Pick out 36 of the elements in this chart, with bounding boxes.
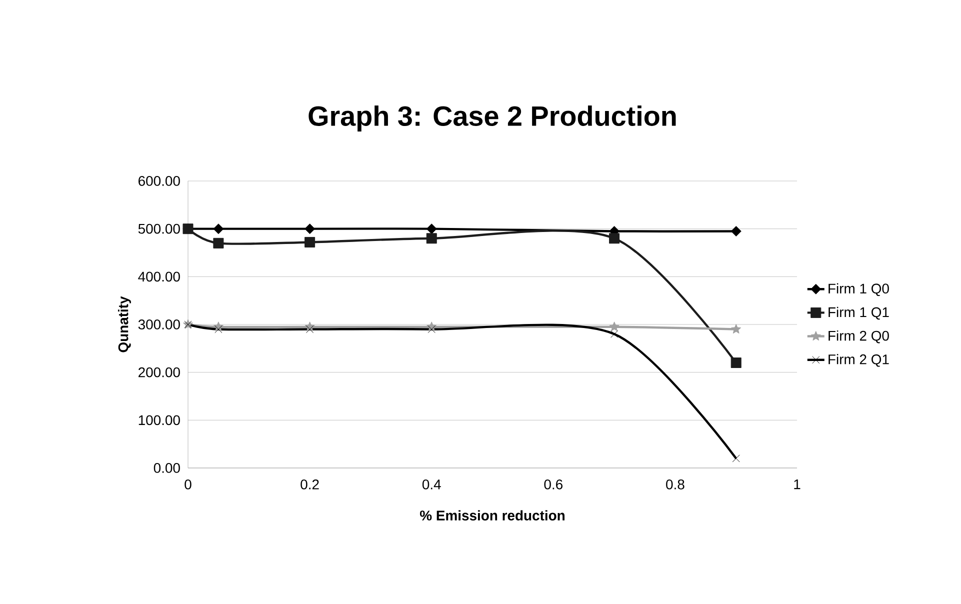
x-tick-label: 0.2 <box>300 479 319 490</box>
y-tick-label: 200.00 <box>138 367 180 378</box>
y-tick-label: 400.00 <box>138 272 180 282</box>
x-tick-label: 0.6 <box>544 479 562 490</box>
y-tick-label: 300.00 <box>138 320 180 330</box>
point <box>730 358 742 368</box>
point <box>213 224 224 234</box>
x-tick-label: 0.4 <box>422 479 441 490</box>
point <box>304 236 316 248</box>
legend-label: Firm 1 Q1 <box>828 306 889 320</box>
y-tick-label: 0.00 <box>154 463 180 473</box>
point <box>610 330 618 338</box>
legend-label: Firm 1 Q0 <box>828 283 889 296</box>
y-tick-label: 500.00 <box>138 224 180 234</box>
y-axis-title: Qunatity <box>118 296 131 352</box>
point <box>214 325 222 334</box>
point <box>609 233 620 244</box>
point <box>304 224 316 234</box>
point <box>730 226 742 236</box>
point <box>306 325 314 334</box>
x-tick-label: 0 <box>184 479 192 490</box>
point <box>428 325 436 334</box>
x-tick-label: 0.8 <box>666 479 684 490</box>
point <box>426 233 437 244</box>
point <box>731 324 742 334</box>
x-tick-label: 1 <box>794 480 800 490</box>
point <box>213 238 224 248</box>
legend-label: Firm 2 Q1 <box>828 354 889 367</box>
chart-title: Graph 3: Case 2 Production <box>308 106 676 132</box>
legend-label: Firm 2 Q0 <box>828 330 889 344</box>
point <box>609 322 620 332</box>
y-tick-label: 100.00 <box>138 415 180 426</box>
point <box>426 224 437 234</box>
x-axis-title: % Emission reduction <box>420 510 564 520</box>
y-tick-label: 600.00 <box>138 176 180 186</box>
point <box>732 454 740 462</box>
